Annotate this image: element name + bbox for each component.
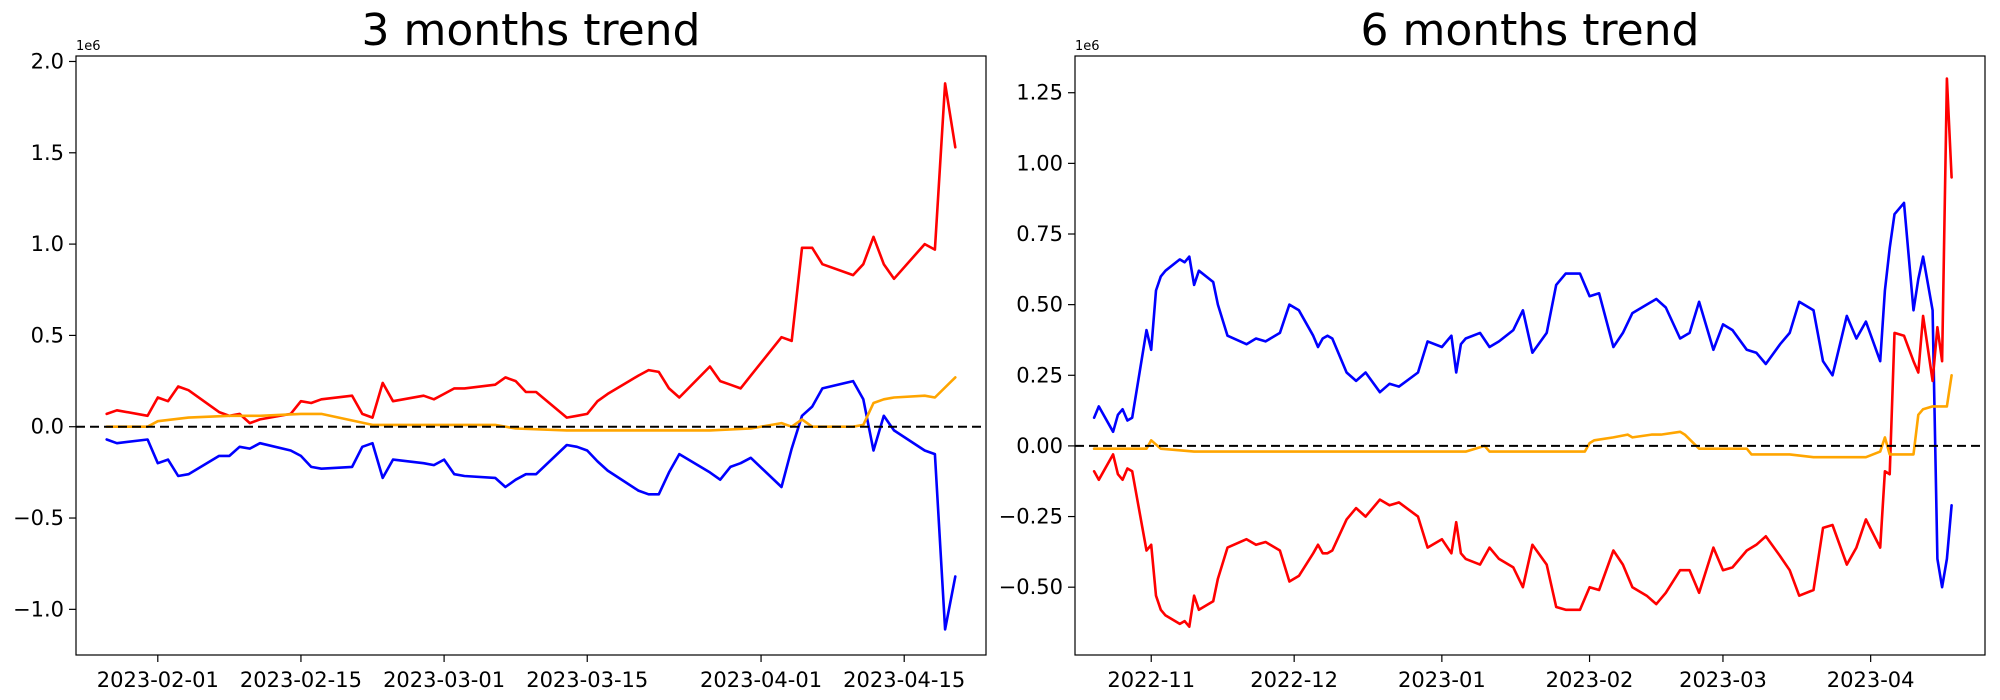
x-tick-label: 2023-02: [1546, 668, 1634, 692]
x-tick-label: 2023-03-01: [383, 668, 505, 692]
y-tick-label: 0.25: [1016, 363, 1063, 387]
x-tick-label: 2023-03: [1679, 668, 1767, 692]
series-line-1: [1092, 77, 1953, 629]
series-line-0: [105, 82, 957, 425]
y-axis-multiplier: 1e6: [1075, 39, 1100, 54]
y-tick-label: 1.00: [1016, 151, 1063, 175]
y-tick-label: 1.25: [1016, 81, 1063, 105]
x-tick-label: 2023-02-15: [240, 668, 362, 692]
series-line-1: [105, 379, 957, 631]
plot-frame: [1074, 55, 1986, 656]
x-tick-label: 2023-04: [1827, 668, 1915, 692]
x-tick-label: 2022-12: [1250, 668, 1338, 692]
x-tick-label: 2023-01: [1398, 668, 1486, 692]
x-tick-label: 2023-04-01: [700, 668, 822, 692]
y-tick-label: 0.50: [1016, 293, 1063, 317]
y-axis-multiplier: 1e6: [76, 39, 101, 54]
y-tick-label: 1.5: [31, 141, 64, 165]
y-tick-label: −0.25: [999, 505, 1063, 529]
x-tick-label: 2023-02-01: [97, 668, 219, 692]
y-tick-label: 2.0: [31, 49, 64, 73]
y-tick-label: −0.50: [999, 575, 1063, 599]
chart-title: 3 months trend: [362, 5, 701, 56]
x-tick-label: 2023-03-15: [526, 668, 648, 692]
y-tick-label: 0.5: [31, 323, 64, 347]
y-tick-label: 1.0: [31, 232, 64, 256]
y-tick-label: 0.00: [1016, 434, 1063, 458]
x-tick-label: 2022-11: [1107, 668, 1195, 692]
chart-title: 6 months trend: [1361, 5, 1700, 56]
series-line-2: [1092, 373, 1953, 459]
chart-3-months: 3 months trend 1e6 −1.0 −0.5 0.0 0.5 1.0 1.5 2.0…: [13, 5, 987, 692]
series-line-2: [105, 376, 957, 432]
y-tick-label: 0.75: [1016, 222, 1063, 246]
x-tick-label: 2023-04-15: [843, 668, 965, 692]
chart-6-months: 6 months trend 1e6 −0.50 −0.25 0.00 0.25 0.50 0…: [999, 5, 1986, 692]
y-tick-label: −0.5: [13, 506, 64, 530]
y-tick-label: −1.0: [13, 597, 64, 621]
y-tick-label: 0.0: [31, 415, 64, 439]
series-line-0: [1092, 201, 1953, 589]
plot-frame: [75, 55, 987, 656]
